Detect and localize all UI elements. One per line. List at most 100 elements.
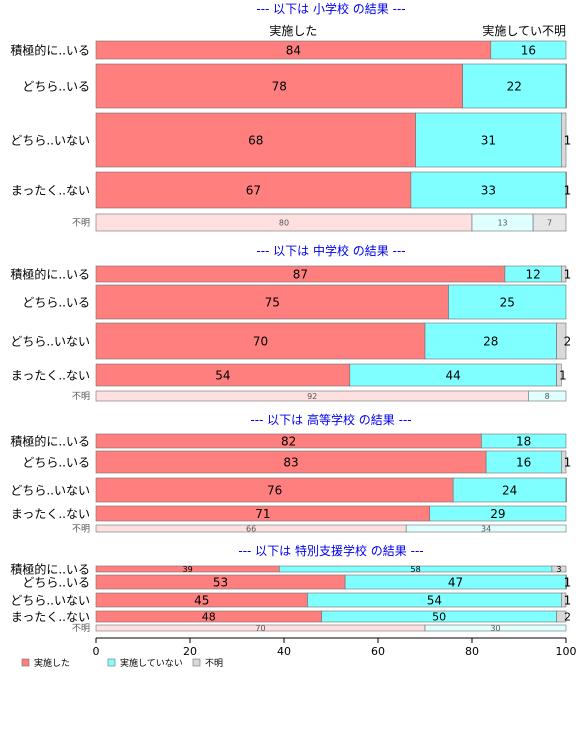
bar-row: どちら..いる 75 25 (22, 284, 567, 320)
bar-row: まったく..ない 71 29 (11, 505, 567, 522)
legend-swatch (21, 658, 30, 667)
x-tick-label: 80 (465, 645, 479, 658)
value-label: 1 (559, 368, 567, 382)
bar-segment (532, 213, 567, 232)
value-label: 31 (481, 133, 496, 147)
row-label: どちら..いる (22, 79, 90, 93)
bar-segment (424, 624, 567, 632)
bar-segment (565, 574, 567, 590)
row-label: 積極的に..いる (10, 433, 90, 448)
value-label: 2 (564, 334, 572, 348)
value-label: 18 (516, 434, 531, 448)
bar-row: 不明 70 30 (72, 623, 567, 634)
bar-segment (556, 322, 567, 360)
bar-segment (95, 284, 449, 320)
value-label: 29 (490, 507, 505, 521)
value-label: 70 (255, 624, 265, 633)
bar-row: どちら..いない 70 28 2 (10, 322, 572, 360)
bar-row: どちら..いる 78 22 (22, 63, 567, 109)
bar-segment (565, 477, 567, 503)
panel-2: --- 以下は 高等学校 の結果 --- 積極的に..いる 82 18 どちら..いる 8… (10, 412, 571, 535)
value-label: 76 (267, 483, 282, 497)
bar-segment (565, 63, 567, 109)
value-label: 67 (246, 183, 261, 197)
bar-row: 積極的に..いる 87 12 1 (10, 265, 572, 283)
bar-row: 不明 80 13 7 (72, 213, 567, 232)
bar-segment (95, 112, 416, 168)
value-label: 1 (564, 593, 572, 607)
bar-segment (448, 284, 567, 320)
bar-row: どちら..いない 76 24 (10, 477, 567, 503)
column-label-not-implemented-unknown: 実施してい不明 (482, 23, 566, 38)
panel-title: --- 以下は 特別支援学校 の結果 --- (238, 543, 423, 558)
value-label: 45 (194, 593, 209, 607)
x-tick-label: 0 (93, 645, 100, 658)
panel-title: --- 以下は 小学校 の結果 --- (256, 1, 405, 16)
legend-item: 実施していない (107, 657, 183, 669)
bar-row: まったく..ない 67 33 1 (11, 171, 571, 209)
bar-segment (565, 171, 567, 209)
value-label: 92 (307, 392, 317, 401)
bar-row: どちら..いない 45 54 1 (10, 592, 572, 607)
legend-label: 実施していない (120, 657, 183, 669)
bar-row: どちら..いる 53 47 1 (22, 574, 572, 590)
bar-segment (410, 171, 567, 209)
row-label: まったく..ない (11, 368, 90, 382)
bar-segment (95, 171, 412, 209)
value-label: 34 (481, 524, 491, 533)
bar-segment (415, 112, 562, 168)
x-axis: 0 20 40 60 80 100 (93, 637, 577, 658)
bar-segment (462, 63, 567, 109)
value-label: 80 (279, 218, 289, 227)
row-label: どちら..いる (22, 295, 90, 309)
chart-panels: 実施した 実施してい不明--- 以下は 小学校 の結果 ---積極的に..いる 84… (10, 1, 571, 634)
value-label: 1 (564, 267, 572, 281)
x-tick-label: 20 (183, 645, 197, 658)
value-label: 7 (547, 218, 552, 227)
value-label: 2 (564, 610, 571, 623)
value-label: 39 (183, 565, 193, 574)
panel-title: --- 以下は 中学校 の結果 --- (256, 243, 405, 258)
bar-segment (556, 363, 562, 387)
value-label: 54 (427, 593, 442, 607)
value-label: 13 (497, 218, 507, 227)
value-label: 22 (507, 79, 522, 93)
value-label: 28 (483, 334, 498, 348)
legend: 実施した 実施していない 不明 (21, 657, 223, 669)
bar-segment (429, 505, 567, 522)
row-label: 積極的に..いる (10, 561, 90, 576)
bar-segment (405, 524, 567, 533)
bar-row: どちら..いる 83 16 1 (22, 450, 571, 474)
value-label: 84 (286, 43, 301, 57)
value-label: 8 (545, 392, 550, 401)
value-label: 70 (253, 334, 268, 348)
bar-row: どちら..いない 68 31 1 (10, 112, 572, 168)
value-label: 54 (215, 368, 230, 382)
x-tick-label: 40 (277, 645, 291, 658)
row-label: まったく..ない (11, 507, 90, 521)
row-label: まったく..ない (11, 183, 90, 197)
value-label: 1 (564, 133, 572, 147)
bar-row: 積極的に..いる 39 58 3 (10, 561, 567, 576)
value-label: 47 (448, 575, 463, 589)
legend-item: 実施した (21, 657, 70, 669)
bar-segment (560, 450, 567, 474)
value-label: 82 (281, 434, 296, 448)
bar-row: 不明 66 34 (72, 524, 567, 535)
column-label-implemented: 実施した (269, 23, 317, 38)
value-label: 58 (411, 565, 421, 574)
legend-item: 不明 (192, 658, 223, 669)
bar-segment (95, 322, 426, 360)
panel-3: --- 以下は 特別支援学校 の結果 ---積極的に..いる 39 58 3どちら..… (10, 543, 571, 634)
bar-row: 不明 92 8 (72, 390, 567, 402)
value-label: 1 (564, 575, 572, 589)
row-label: まったく..ない (11, 610, 90, 624)
x-tick-label: 60 (371, 645, 385, 658)
bar-segment (452, 477, 567, 503)
bar-segment (551, 565, 567, 573)
bar-row: まったく..ない 54 44 1 (11, 363, 567, 387)
bar-segment (490, 40, 567, 60)
bar-segment (556, 610, 567, 623)
bar-segment (560, 112, 567, 168)
